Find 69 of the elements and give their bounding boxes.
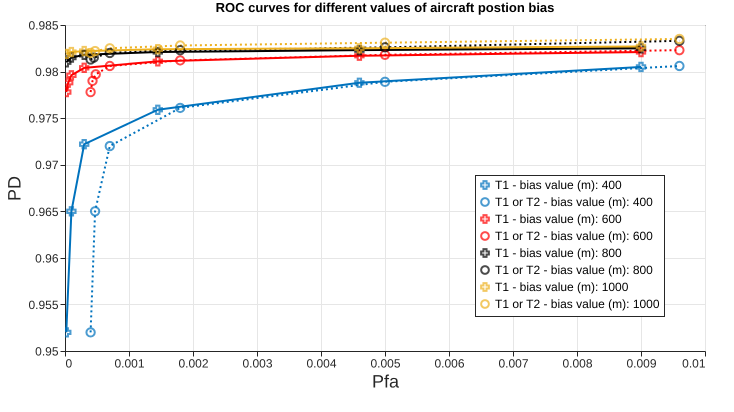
point bbox=[175, 55, 186, 66]
y-axis-title: PD bbox=[4, 176, 24, 202]
point bbox=[66, 70, 77, 80]
point bbox=[152, 44, 163, 54]
point bbox=[87, 76, 98, 86]
chart-title: ROC curves for different values of aircraft postion bias bbox=[216, 0, 554, 15]
y-tick-label: 0.97 bbox=[35, 158, 59, 172]
point bbox=[104, 60, 115, 72]
x-tick-label: 0.01 bbox=[682, 356, 706, 370]
point bbox=[66, 52, 77, 63]
legend-label: T1 or T2 - bias value (m): 800 bbox=[495, 263, 654, 277]
point bbox=[354, 50, 365, 61]
point bbox=[85, 327, 96, 338]
point bbox=[79, 50, 90, 60]
legend-label: T1 or T2 - bias value (m): 1000 bbox=[495, 297, 660, 311]
point bbox=[380, 38, 390, 48]
y-tick-label: 0.95 bbox=[35, 344, 59, 358]
x-tick-label: 0.009 bbox=[626, 356, 657, 370]
legend-label: T1 or T2 - bias value (m): 400 bbox=[495, 195, 654, 209]
point bbox=[79, 62, 90, 74]
point bbox=[85, 54, 96, 65]
x-tick-label: 0.003 bbox=[242, 356, 273, 370]
point bbox=[79, 46, 90, 56]
point bbox=[104, 48, 115, 58]
x-tick-label: 0 bbox=[66, 356, 72, 370]
point bbox=[88, 52, 99, 63]
y-tick-label: 0.965 bbox=[28, 204, 59, 219]
x-tick-label: 0.005 bbox=[370, 356, 401, 370]
legend-label: T1 - bias value (m): 600 bbox=[495, 212, 622, 226]
legend-label: T1 - bias value (m): 1000 bbox=[495, 280, 629, 294]
legend-label: T1 - bias value (m): 400 bbox=[495, 178, 622, 192]
point bbox=[380, 50, 390, 60]
point bbox=[66, 46, 77, 58]
point bbox=[85, 48, 96, 58]
point bbox=[380, 76, 390, 87]
point bbox=[380, 42, 390, 53]
point bbox=[636, 46, 646, 58]
y-tick-label: 0.96 bbox=[35, 251, 59, 266]
point bbox=[66, 206, 77, 216]
point bbox=[152, 46, 163, 58]
point bbox=[175, 40, 186, 51]
point bbox=[79, 139, 90, 150]
y-tick-label: 0.975 bbox=[28, 112, 59, 126]
point bbox=[354, 78, 365, 88]
point bbox=[152, 104, 163, 115]
point bbox=[674, 44, 685, 56]
x-tick-label: 0.001 bbox=[114, 356, 145, 370]
point bbox=[636, 62, 646, 72]
point bbox=[104, 140, 115, 152]
x-tick-label: 0.006 bbox=[434, 356, 465, 370]
x-tick-label: 0.008 bbox=[562, 356, 593, 370]
point bbox=[104, 43, 115, 54]
point bbox=[152, 56, 163, 67]
point bbox=[85, 86, 96, 98]
point bbox=[175, 44, 186, 56]
x-tick-label: 0.007 bbox=[498, 356, 529, 370]
point bbox=[90, 206, 100, 216]
y-tick-label: 0.98 bbox=[35, 65, 59, 80]
y-tick-label: 0.985 bbox=[28, 18, 59, 32]
point bbox=[90, 46, 100, 56]
point bbox=[90, 69, 101, 80]
x-tick-label: 0.004 bbox=[306, 356, 337, 370]
legend-label: T1 or T2 - bias value (m): 600 bbox=[495, 229, 654, 243]
y-tick-label: 0.955 bbox=[28, 298, 59, 312]
point bbox=[674, 60, 685, 72]
x-tick-label: 0.002 bbox=[178, 356, 209, 370]
x-axis-title: Pfa bbox=[372, 372, 400, 392]
point bbox=[175, 102, 186, 114]
legend-label: T1 - bias value (m): 800 bbox=[495, 246, 622, 260]
